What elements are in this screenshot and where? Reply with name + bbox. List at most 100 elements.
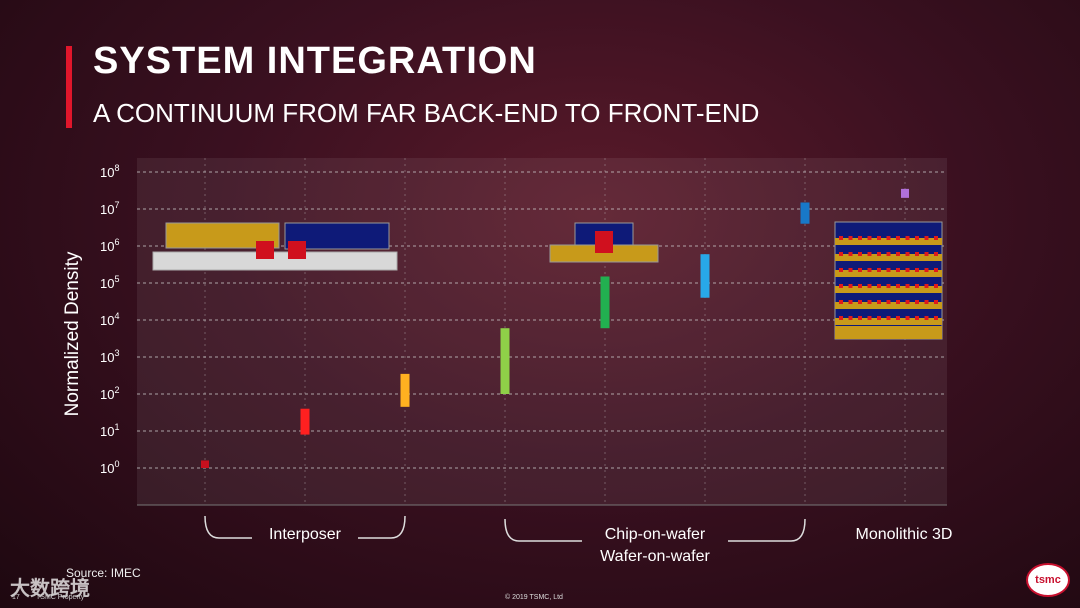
monolithic-via (924, 284, 929, 288)
y-tick-label: 105 (100, 274, 119, 291)
density-range-bar (901, 188, 909, 198)
interposer-bump (256, 241, 274, 259)
monolithic-via (839, 268, 843, 272)
monolithic-layer (835, 318, 942, 325)
x-tick-marks (204, 158, 906, 505)
y-axis-label: Normalized Density (62, 251, 83, 416)
plot-area (137, 158, 947, 505)
monolithic-via (886, 236, 891, 240)
monolithic-via (896, 268, 900, 272)
y-tick-label: 106 (100, 237, 119, 254)
title-accent-bar (66, 46, 72, 128)
interposer-substrate (152, 251, 398, 271)
density-range-bar (700, 254, 710, 298)
monolithic-via (839, 236, 843, 240)
monolithic-via (867, 284, 872, 288)
monolithic-via (915, 284, 919, 288)
monolithic-via (839, 316, 843, 320)
y-tick-label: 102 (100, 385, 119, 402)
monolithic-via (877, 236, 881, 240)
density-range-bar (500, 328, 510, 394)
bracket-chip-on-wafer (728, 518, 806, 542)
density-range-bar (201, 460, 209, 468)
monolithic-via (867, 268, 872, 272)
monolithic-via (896, 300, 900, 304)
monolithic-via (934, 300, 938, 304)
monolithic-via (867, 252, 872, 256)
monolithic-via (858, 284, 862, 288)
interposer-bump (288, 241, 306, 259)
y-tick-labels: 100 101 102 103 104 105 106 107 108 (100, 163, 119, 476)
monolithic-via (934, 316, 938, 320)
monolithic-via (848, 236, 853, 240)
density-range-bar (600, 276, 610, 329)
density-range-bar (800, 202, 810, 224)
monolithic-via (839, 300, 843, 304)
density-range-bar (400, 373, 410, 407)
monolithic-via (896, 284, 900, 288)
group-label-monolithic-3d: Monolithic 3D (856, 526, 953, 543)
monolithic-via (905, 316, 910, 320)
watermark: 大数跨境 (10, 578, 90, 600)
monolithic-via (886, 300, 891, 304)
monolithic-via (924, 316, 929, 320)
page-subtitle: A CONTINUUM FROM FAR BACK-END TO FRONT-E… (93, 98, 760, 128)
source-note: Source: IMEC (66, 566, 141, 580)
monolithic-via (934, 236, 938, 240)
monolithic-via (924, 236, 929, 240)
monolithic-via (896, 252, 900, 256)
y-tick-label: 107 (100, 200, 119, 217)
page-title: SYSTEM INTEGRATION (93, 40, 537, 82)
monolithic-via (886, 268, 891, 272)
monolithic-via (934, 252, 938, 256)
monolithic-via (915, 252, 919, 256)
monolithic-layer (835, 254, 942, 261)
monolithic-via (858, 252, 862, 256)
monolithic-via (915, 236, 919, 240)
monolithic-via (877, 300, 881, 304)
group-label-chip-on-wafer: Chip-on-wafer (605, 526, 706, 543)
monolithic-via (924, 268, 929, 272)
monolithic-layer (835, 302, 942, 309)
monolithic-via (839, 252, 843, 256)
group-labels: Interposer Chip-on-wafer Wafer-on-wafer … (269, 526, 952, 565)
copyright: © 2019 TSMC, Ltd (505, 594, 563, 601)
monolithic-via (915, 316, 919, 320)
y-tick-label: 104 (100, 311, 119, 328)
property-note: TSMC Property (36, 594, 85, 601)
monolithic-via (934, 268, 938, 272)
y-tick-label: 103 (100, 348, 119, 365)
monolithic-via (839, 284, 843, 288)
monolithic-via (848, 268, 853, 272)
monolithic-layer (835, 238, 942, 245)
monolithic-base-layer (835, 326, 942, 339)
monolithic-via (905, 252, 910, 256)
monolithic-layer (835, 270, 942, 277)
density-range-bar (300, 408, 310, 435)
monolithic-via (848, 284, 853, 288)
monolithic-via (905, 236, 910, 240)
monolithic-via (896, 236, 900, 240)
monolithic-via (886, 284, 891, 288)
cow-bump (595, 231, 613, 253)
group-label-wafer-on-wafer: Wafer-on-wafer (600, 548, 710, 565)
monolithic-via (924, 300, 929, 304)
monolithic-via (896, 316, 900, 320)
monolithic-via (905, 268, 910, 272)
monolithic-via (867, 316, 872, 320)
density-ranges (201, 188, 909, 468)
monolithic-via (858, 300, 862, 304)
package-illustrations (152, 221, 943, 340)
logo-text: tsmc (1035, 574, 1061, 586)
monolithic-via (867, 300, 872, 304)
y-tick-label: 100 (100, 459, 119, 476)
group-label-interposer: Interposer (269, 526, 342, 543)
monolithic-via (877, 268, 881, 272)
monolithic-via (905, 284, 910, 288)
monolithic-via (848, 316, 853, 320)
monolithic-via (848, 300, 853, 304)
monolithic-via (886, 316, 891, 320)
monolithic-via (877, 284, 881, 288)
monolithic-via (905, 300, 910, 304)
